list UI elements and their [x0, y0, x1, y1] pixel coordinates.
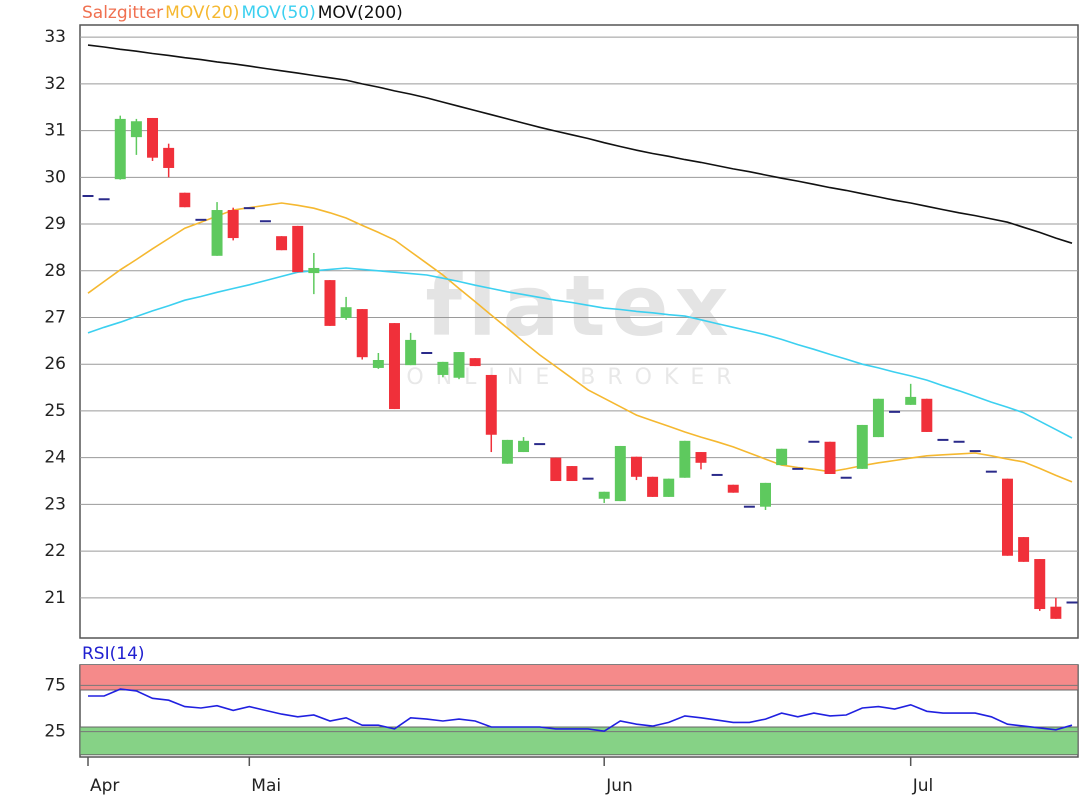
legend-entry: Salzgitter — [82, 3, 163, 23]
legend-entry: MOV(20) — [165, 3, 239, 23]
y-tick-label: 25 — [44, 401, 66, 421]
candle-body — [501, 439, 513, 464]
candle-body — [905, 396, 917, 405]
y-tick-label: 29 — [44, 214, 66, 234]
y-tick-label: 25 — [44, 722, 66, 742]
candle-body — [550, 457, 562, 482]
y-tick-label: 75 — [44, 675, 66, 695]
candle-body — [776, 448, 788, 466]
candle-body — [227, 210, 239, 239]
candle-body — [130, 121, 142, 138]
candle-body — [324, 280, 336, 326]
candle-body — [760, 482, 771, 507]
y-tick-label: 24 — [44, 448, 66, 468]
rsi-title: RSI(14) — [82, 644, 145, 664]
legend: Salzgitter MOV(20) MOV(50) MOV(200) — [82, 3, 403, 23]
candle-body — [856, 424, 868, 469]
candle-body — [340, 307, 352, 318]
candle-body — [630, 456, 642, 477]
y-tick-label: 30 — [44, 167, 66, 187]
y-tick-label: 27 — [44, 307, 66, 327]
y-tick-label: 31 — [44, 121, 66, 141]
x-tick-label: Apr — [90, 776, 119, 796]
candle-body — [727, 484, 739, 493]
candle-body — [614, 445, 626, 502]
candle-body — [1018, 537, 1030, 562]
candle-body — [356, 309, 368, 358]
candle-body — [114, 118, 126, 180]
candle-body — [405, 339, 417, 366]
x-tick-label: Mai — [251, 776, 281, 796]
candle-body — [372, 360, 384, 368]
candle-body — [485, 374, 497, 435]
line — [87, 44, 1073, 244]
candle-body — [695, 452, 707, 463]
candle-body — [163, 147, 175, 168]
candle-body — [453, 352, 465, 378]
candle-body — [389, 323, 400, 410]
candle-body — [147, 117, 159, 158]
line — [88, 688, 1073, 733]
candle-body — [292, 225, 304, 273]
legend-entry: MOV(50) — [241, 3, 315, 23]
rsi-plot — [80, 665, 1078, 756]
candle-body — [598, 491, 610, 499]
y-tick-label: 28 — [44, 261, 66, 281]
x-tick-label: Jul — [912, 776, 934, 796]
x-tick-label: Jun — [605, 776, 633, 796]
y-tick-label: 21 — [44, 588, 66, 608]
candle-body — [566, 466, 578, 482]
candle-body — [469, 358, 481, 367]
candle-body — [276, 236, 288, 251]
y-tick-label: 23 — [44, 494, 66, 514]
line — [87, 267, 1073, 439]
y-tick-label: 22 — [44, 541, 66, 561]
y-tick-label: 26 — [44, 354, 66, 374]
watermark-logo: flatex — [425, 257, 734, 355]
candle-body — [518, 440, 530, 453]
candle-body — [824, 441, 836, 475]
candle-body — [179, 192, 191, 208]
legend-entry: MOV(200) — [318, 3, 403, 23]
candle-body — [211, 210, 223, 256]
candle-body — [647, 476, 659, 497]
candle-body — [308, 267, 320, 274]
candle-body — [679, 440, 691, 478]
candle-body — [921, 398, 933, 432]
y-tick-label: 33 — [44, 27, 66, 47]
candle-body — [1050, 606, 1062, 619]
candle-body — [1034, 559, 1046, 610]
candle-body — [437, 361, 449, 375]
price-panel — [79, 24, 1079, 639]
candle-body — [1001, 478, 1013, 556]
y-tick-label: 32 — [44, 74, 66, 94]
candle-body — [872, 398, 884, 438]
candle-body — [663, 478, 675, 497]
